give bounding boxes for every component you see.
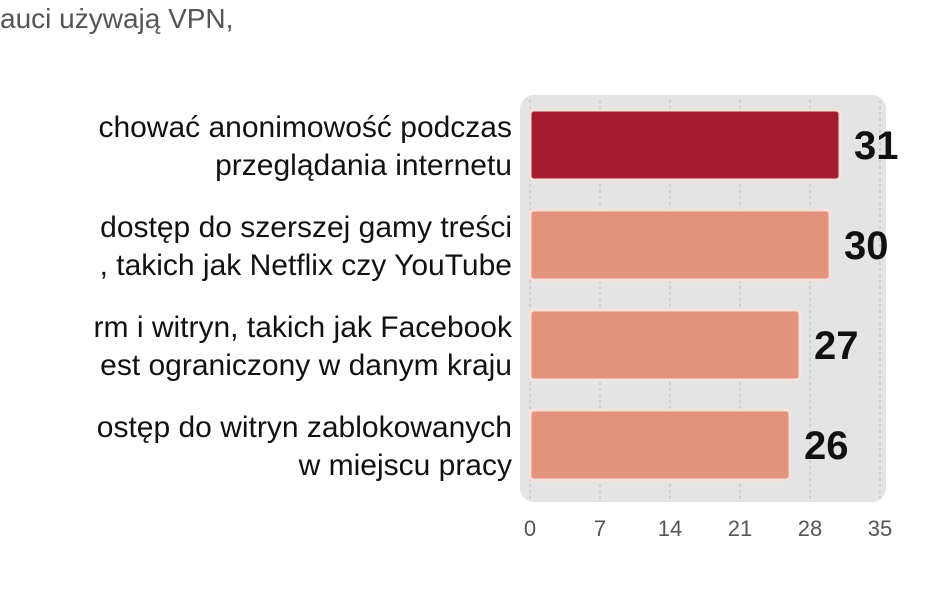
value-label: 27 — [814, 324, 859, 368]
value-label: 30 — [844, 224, 889, 268]
category-label: w miejscu pracy — [298, 449, 512, 482]
bar — [528, 108, 842, 182]
chart-title: auci używają VPN, — [0, 3, 233, 34]
category-label: dostęp do szerszej gamy treści — [100, 211, 512, 244]
category-label: est ograniczony w danym kraju — [100, 349, 512, 382]
category-label: ostęp do witryn zablokowanych — [97, 411, 512, 444]
category-label: chować anonimowość podczas — [98, 111, 512, 144]
category-label: rm i witryn, takich jak Facebook — [94, 311, 513, 344]
plot-background — [520, 95, 886, 502]
value-label: 26 — [804, 424, 849, 468]
x-tick-label: 35 — [868, 516, 892, 541]
bar — [528, 308, 802, 382]
bar — [528, 408, 792, 482]
x-tick-label: 7 — [594, 516, 606, 541]
x-tick-label: 0 — [524, 516, 536, 541]
bar — [528, 208, 832, 282]
x-tick-label: 28 — [798, 516, 822, 541]
category-label: przeglądania internetu — [215, 149, 512, 182]
x-tick-label: 21 — [728, 516, 752, 541]
category-label: , takich jak Netflix czy YouTube — [100, 249, 512, 282]
value-label: 31 — [854, 124, 899, 168]
x-tick-label: 14 — [658, 516, 682, 541]
